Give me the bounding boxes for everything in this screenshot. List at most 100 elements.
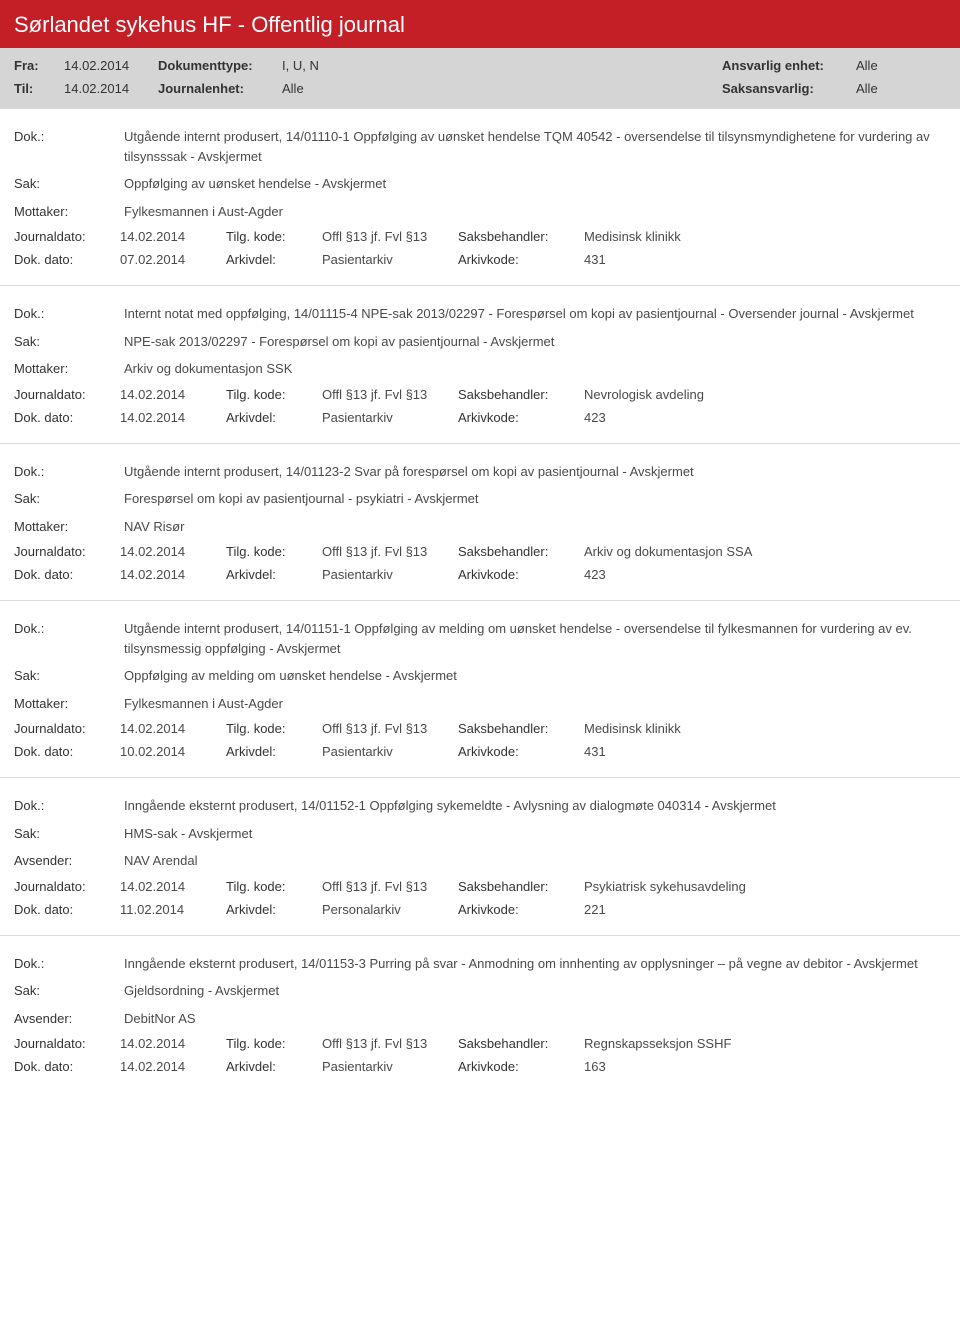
- ansvarlig-label: Ansvarlig enhet:: [722, 58, 852, 73]
- arkivkode-value: 221: [584, 902, 946, 917]
- arkivdel-label: Arkivdel:: [226, 1059, 316, 1074]
- party-label: Mottaker:: [14, 517, 114, 537]
- journaldato-label: Journaldato:: [14, 387, 114, 402]
- saksbehandler-label: Saksbehandler:: [458, 1036, 578, 1051]
- party-label: Mottaker:: [14, 694, 114, 714]
- sak-label: Sak:: [14, 332, 114, 352]
- sak-value: HMS-sak - Avskjermet: [124, 824, 946, 844]
- tilgkode-label: Tilg. kode:: [226, 229, 316, 244]
- party-label: Avsender:: [14, 1009, 114, 1029]
- journal-entry: Dok.: Internt notat med oppfølging, 14/0…: [0, 285, 960, 443]
- saksbehandler-label: Saksbehandler:: [458, 387, 578, 402]
- saksbehandler-value: Medisinsk klinikk: [584, 721, 946, 736]
- filter-bar: Fra: 14.02.2014 Dokumenttype: I, U, N An…: [0, 48, 960, 108]
- arkivdel-value: Pasientarkiv: [322, 567, 452, 582]
- dokdato-value: 10.02.2014: [120, 744, 220, 759]
- saksbehandler-value: Medisinsk klinikk: [584, 229, 946, 244]
- journaldato-value: 14.02.2014: [120, 1036, 220, 1051]
- arkivkode-label: Arkivkode:: [458, 902, 578, 917]
- journaldato-label: Journaldato:: [14, 1036, 114, 1051]
- arkivdel-label: Arkivdel:: [226, 567, 316, 582]
- dok-value: Inngående eksternt produsert, 14/01153-3…: [124, 954, 946, 974]
- saksbehandler-value: Psykiatrisk sykehusavdeling: [584, 879, 946, 894]
- dokdato-label: Dok. dato:: [14, 410, 114, 425]
- dok-label: Dok.:: [14, 796, 114, 816]
- dokdato-value: 07.02.2014: [120, 252, 220, 267]
- arkivkode-label: Arkivkode:: [458, 1059, 578, 1074]
- sak-label: Sak:: [14, 981, 114, 1001]
- saksansvarlig-value: Alle: [856, 81, 946, 96]
- fra-value: 14.02.2014: [64, 58, 154, 73]
- sak-value: Oppfølging av melding om uønsket hendels…: [124, 666, 946, 686]
- journal-entry: Dok.: Utgående internt produsert, 14/011…: [0, 600, 960, 777]
- dokdato-label: Dok. dato:: [14, 252, 114, 267]
- sak-label: Sak:: [14, 174, 114, 194]
- arkivdel-value: Pasientarkiv: [322, 1059, 452, 1074]
- arkivkode-label: Arkivkode:: [458, 410, 578, 425]
- dok-value: Utgående internt produsert, 14/01151-1 O…: [124, 619, 946, 658]
- party-label: Mottaker:: [14, 359, 114, 379]
- til-value: 14.02.2014: [64, 81, 154, 96]
- arkivdel-label: Arkivdel:: [226, 744, 316, 759]
- dok-label: Dok.:: [14, 127, 114, 166]
- journaldato-label: Journaldato:: [14, 721, 114, 736]
- dokdato-label: Dok. dato:: [14, 1059, 114, 1074]
- dokdato-value: 14.02.2014: [120, 567, 220, 582]
- dokdato-value: 14.02.2014: [120, 410, 220, 425]
- dokdato-label: Dok. dato:: [14, 744, 114, 759]
- journaldato-label: Journaldato:: [14, 229, 114, 244]
- saksbehandler-label: Saksbehandler:: [458, 544, 578, 559]
- sak-value: Gjeldsordning - Avskjermet: [124, 981, 946, 1001]
- journalenhet-label: Journalenhet:: [158, 81, 278, 96]
- saksbehandler-value: Nevrologisk avdeling: [584, 387, 946, 402]
- sak-value: NPE-sak 2013/02297 - Forespørsel om kopi…: [124, 332, 946, 352]
- til-label: Til:: [14, 81, 60, 96]
- journaldato-label: Journaldato:: [14, 544, 114, 559]
- doktype-label: Dokumenttype:: [158, 58, 278, 73]
- journal-entry: Dok.: Inngående eksternt produsert, 14/0…: [0, 935, 960, 1093]
- arkivkode-value: 431: [584, 744, 946, 759]
- arkivdel-value: Personalarkiv: [322, 902, 452, 917]
- tilgkode-label: Tilg. kode:: [226, 721, 316, 736]
- dok-label: Dok.:: [14, 954, 114, 974]
- arkivdel-label: Arkivdel:: [226, 902, 316, 917]
- tilgkode-value: Offl §13 jf. Fvl §13: [322, 721, 452, 736]
- ansvarlig-value: Alle: [856, 58, 946, 73]
- arkivdel-label: Arkivdel:: [226, 410, 316, 425]
- party-value: Arkiv og dokumentasjon SSK: [124, 359, 946, 379]
- saksbehandler-label: Saksbehandler:: [458, 721, 578, 736]
- dok-value: Internt notat med oppfølging, 14/01115-4…: [124, 304, 946, 324]
- journal-entry: Dok.: Utgående internt produsert, 14/011…: [0, 443, 960, 601]
- tilgkode-value: Offl §13 jf. Fvl §13: [322, 544, 452, 559]
- tilgkode-value: Offl §13 jf. Fvl §13: [322, 879, 452, 894]
- dokdato-label: Dok. dato:: [14, 567, 114, 582]
- arkivkode-label: Arkivkode:: [458, 744, 578, 759]
- saksbehandler-label: Saksbehandler:: [458, 879, 578, 894]
- tilgkode-label: Tilg. kode:: [226, 387, 316, 402]
- arkivkode-value: 431: [584, 252, 946, 267]
- journaldato-label: Journaldato:: [14, 879, 114, 894]
- journaldato-value: 14.02.2014: [120, 387, 220, 402]
- journalenhet-value: Alle: [282, 81, 372, 96]
- tilgkode-label: Tilg. kode:: [226, 879, 316, 894]
- arkivdel-value: Pasientarkiv: [322, 744, 452, 759]
- arkivkode-label: Arkivkode:: [458, 252, 578, 267]
- arkivdel-label: Arkivdel:: [226, 252, 316, 267]
- dokdato-value: 14.02.2014: [120, 1059, 220, 1074]
- doktype-value: I, U, N: [282, 58, 372, 73]
- arkivkode-value: 423: [584, 567, 946, 582]
- journal-entry: Dok.: Inngående eksternt produsert, 14/0…: [0, 777, 960, 935]
- saksbehandler-label: Saksbehandler:: [458, 229, 578, 244]
- dokdato-value: 11.02.2014: [120, 902, 220, 917]
- tilgkode-label: Tilg. kode:: [226, 1036, 316, 1051]
- dokdato-label: Dok. dato:: [14, 902, 114, 917]
- party-value: Fylkesmannen i Aust-Agder: [124, 202, 946, 222]
- dok-label: Dok.:: [14, 462, 114, 482]
- party-label: Avsender:: [14, 851, 114, 871]
- party-value: NAV Risør: [124, 517, 946, 537]
- sak-value: Oppfølging av uønsket hendelse - Avskjer…: [124, 174, 946, 194]
- journaldato-value: 14.02.2014: [120, 879, 220, 894]
- page-title: Sørlandet sykehus HF - Offentlig journal: [0, 0, 960, 48]
- party-value: DebitNor AS: [124, 1009, 946, 1029]
- fra-label: Fra:: [14, 58, 60, 73]
